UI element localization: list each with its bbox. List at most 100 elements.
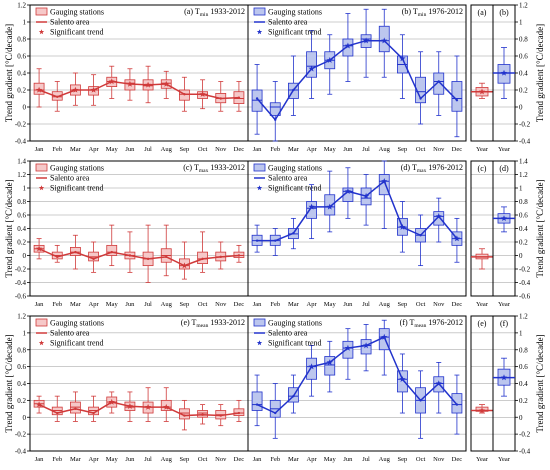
panel-left-significant-marker [108,78,115,85]
significant-marker [478,88,486,95]
panel-left-box-apr [88,395,99,422]
legend-label-area: Salento area [50,329,90,338]
x-tick-label-month: Oct [198,146,208,153]
x-tick-label-month: Dec [452,146,463,153]
y-tick-label-right: 1.2 [519,171,528,179]
y-tick-label-left: 0.8 [17,36,26,44]
iqr-box [306,201,317,219]
legend-label-significant: Significant trend [268,184,322,193]
x-tick-label-month: Jan [253,456,262,463]
significant-marker [500,69,508,76]
x-tick-label-month: May [106,456,119,463]
iqr-box [433,72,445,95]
panel-left-box-dec [233,399,245,422]
panel-left-box-mar [70,391,81,422]
panel-middle-area-point [292,88,295,92]
panel-left-significant-marker [126,80,134,87]
panel-middle-significant-marker [435,380,442,387]
x-tick-label-month: Feb [270,146,280,153]
x-tick-label-month: Jul [144,301,152,308]
x-tick-label-month: Sep [398,146,408,153]
y-tick-label-left: 0.8 [17,346,26,354]
panel-left-area-point [201,257,204,261]
panel-left-area-point [237,411,241,415]
legend-label-stations: Gauging stations [268,319,322,328]
x-tick-label-month: Dec [234,301,245,308]
y-tick-label-right: 0.2 [519,397,528,405]
y-tick-label-right: -0.2 [519,266,531,274]
x-tick-label-month: Aug [161,146,173,153]
legend-label-stations: Gauging stations [268,8,322,17]
panel-middle-significant-marker [308,65,315,72]
y-tick-label-right: 0.4 [519,70,528,78]
panel-left-area-point [92,257,95,261]
y-tick-label-left: 1.2 [17,171,26,179]
panel-middle-area-point [274,411,277,415]
panel-year-letter: (c) [478,164,487,173]
y-tick-label-left: -0.4 [15,279,27,287]
y-tick-label-left: -0.2 [15,431,27,439]
panel-left-significant-marker [126,402,134,409]
x-tick-label-month: Sep [180,301,190,308]
x-tick-label-month: Mar [70,146,82,153]
x-tick-label-month: Jan [253,146,262,153]
panel-left-area-point [165,255,168,259]
panel-middle-significant-marker [344,42,352,49]
panel-middle-significant-marker [326,203,333,210]
x-tick-label-year: Year [498,146,511,153]
y-tick-label-right: 0 [519,104,523,112]
legend-label-significant: Significant trend [268,28,322,37]
iqr-box [415,76,426,104]
x-tick-label-month: Jun [343,456,353,463]
panel-middle-area-point [255,239,259,242]
x-tick-label-month: Jul [362,146,370,153]
y-tick-label-right: 0.4 [519,225,528,233]
x-tick-label-month: Mar [288,456,300,463]
panel-left-significant-marker [35,86,43,93]
y-tick-label-right: -0.2 [519,431,531,439]
panel-left-box-feb [51,244,63,263]
panel-left-box-jul [142,224,154,283]
x-tick-label-month: Dec [234,146,245,153]
panel-middle-box-jul [360,324,372,372]
x-tick-label-month: Nov [433,456,445,463]
panel-middle-significant-marker [381,333,388,340]
y-tick-label-left: 0 [23,414,27,422]
panel-middle-box-jul [360,8,372,78]
chart-row-2: -0.6 -0.4 -0.2 0 0.2 0.4 0.6 0.8 1 1.2 1.4 Trend gr… [4,158,545,309]
legend-star-swatch [38,29,45,35]
x-tick-label-month: Sep [398,301,408,308]
panel-middle-box-jun [342,167,354,219]
panel-left-area-point [183,414,186,417]
panel-middle-area-point [255,97,259,100]
x-tick-label-month: Oct [198,301,208,308]
y-tick-label-right: 1 [519,19,523,27]
panel-middle-significant-marker [399,223,406,230]
legend-box-swatch [35,7,48,16]
x-tick-label-month: Nov [215,456,227,463]
y-axis-title-right: Trend gradient [°C/decade] [535,179,545,277]
legend-box-swatch [253,163,266,172]
x-tick-label-month: Sep [180,146,190,153]
panel-middle-significant-marker [326,359,333,366]
x-tick-label-month: Nov [215,301,227,308]
panel-middle-area-point [274,239,277,242]
panel-middle-significant-marker [435,213,442,220]
panel-left-box-may [106,224,118,267]
panel-left-area-point [56,255,59,259]
significant-marker [500,215,508,222]
panel-middle-box-jun [342,13,354,82]
panel-left-significant-marker [163,80,170,87]
iqr-box [342,38,354,57]
legend-label-significant: Significant trend [268,339,322,348]
panel-middle-area-point [419,234,422,237]
x-tick-label-month: Aug [161,301,173,308]
y-tick-label-left: -0.2 [15,121,27,129]
x-tick-label-month: Aug [379,146,391,153]
legend-star-swatch [256,340,263,346]
legend-label-area: Salento area [50,18,90,27]
x-tick-label-month: May [324,456,337,463]
iqr-box [433,211,445,226]
panel-left-area-point [146,257,150,261]
